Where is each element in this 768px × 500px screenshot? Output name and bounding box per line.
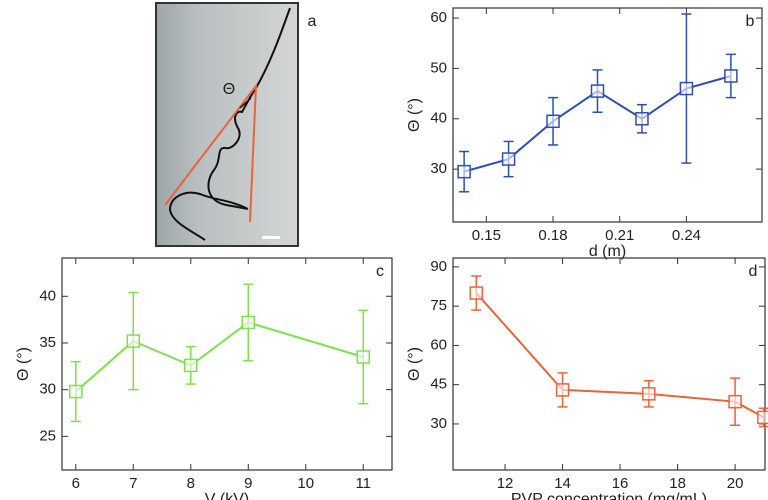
marker [642, 387, 656, 401]
y-tick-label: 30 [430, 415, 447, 432]
panel-label: a [308, 13, 317, 30]
x-tick-label: 0.15 [472, 227, 501, 244]
data-line [475, 292, 765, 419]
angle-arrow [239, 97, 252, 109]
x-tick-label: 0.21 [605, 227, 634, 244]
marker [546, 114, 560, 129]
scale-bar [262, 236, 280, 239]
y-tick-label: 30 [39, 381, 56, 398]
marker [184, 358, 198, 373]
marker [724, 69, 738, 83]
marker [635, 112, 649, 126]
y-tick-label: 40 [430, 110, 447, 127]
x-tick-label: 8 [187, 475, 195, 492]
x-tick-label: 18 [669, 475, 686, 492]
marker [457, 164, 471, 179]
y-tick-label: 50 [430, 59, 447, 76]
plot-frame [452, 7, 763, 223]
marker [590, 84, 605, 98]
panel-label: c [376, 263, 384, 280]
x-tick-label: 14 [554, 475, 571, 492]
marker [469, 286, 484, 300]
x-tick-label: 7 [129, 475, 137, 492]
x-tick-label: 6 [72, 475, 80, 492]
y-axis-label: Θ (°) [406, 98, 423, 132]
x-tick-label: 0.18 [538, 227, 567, 244]
marker [356, 350, 371, 364]
x-tick-label: 9 [244, 475, 252, 492]
data-line [75, 321, 364, 393]
y-tick-label: 60 [430, 336, 447, 353]
marker [728, 394, 742, 409]
marker [69, 384, 83, 399]
x-tick-label: 16 [612, 475, 629, 492]
marker [757, 410, 768, 425]
chart-panel: 25 30 35 40 6 7 8 9 10 11 V (kV) Θ (°) c [15, 257, 393, 500]
x-tick-label: 20 [727, 475, 744, 492]
angle-triangle [164, 82, 258, 223]
y-tick-label: 90 [430, 258, 447, 275]
x-tick-label: 10 [297, 475, 314, 492]
y-tick-label: 40 [39, 287, 56, 304]
x-tick-label: 0.24 [672, 227, 701, 244]
marker [555, 383, 570, 397]
x-axis-label: PVP concentration (mg/mL) [511, 491, 707, 500]
panel-label: d [749, 263, 758, 280]
x-axis-label: d (m) [589, 243, 626, 260]
marker [679, 81, 694, 96]
marker [501, 152, 516, 166]
y-tick-label: 30 [430, 160, 447, 177]
marker [241, 315, 256, 330]
x-tick-label: 11 [355, 475, 371, 492]
y-tick-label: 35 [39, 334, 56, 351]
panel-label: b [746, 13, 755, 30]
panel-a: Θ a [155, 2, 317, 247]
y-axis-label: Θ (°) [406, 347, 423, 381]
y-tick-label: 45 [430, 376, 447, 393]
plot-frame [61, 257, 393, 471]
chart-panel: 30 45 60 75 90 12 14 16 18 20 PVP concentration (m… [406, 257, 768, 500]
y-tick-label: 60 [430, 9, 447, 26]
chart-panel: 30 40 50 60 0.15 0.18 0.21 0.24 d (m) Θ (°) b [406, 7, 763, 260]
y-tick-label: 75 [430, 297, 447, 314]
x-tick-label: 12 [497, 475, 514, 492]
y-tick-label: 25 [39, 427, 56, 444]
angle-label: Θ [223, 81, 235, 98]
plot-frame [452, 257, 766, 471]
y-axis-label: Θ (°) [15, 347, 32, 381]
marker [126, 334, 141, 348]
x-axis-label: V (kV) [205, 491, 249, 500]
